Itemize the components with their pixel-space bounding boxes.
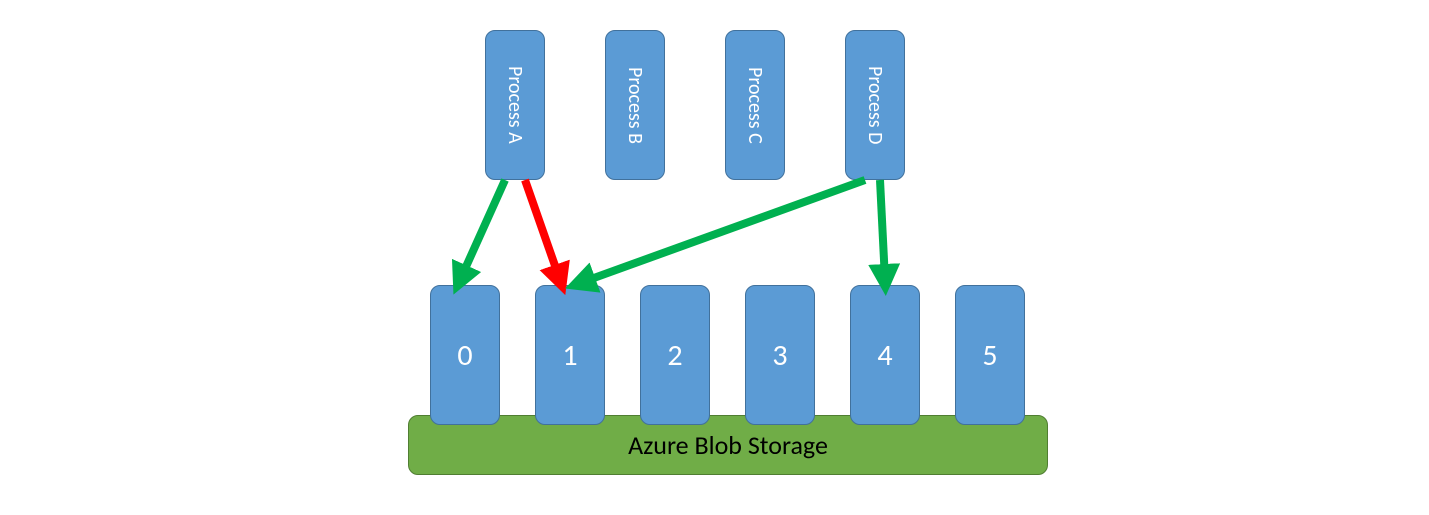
diagram-canvas: Azure Blob Storage 0 1 2 3 4 5 Process A… [0, 0, 1429, 515]
partition-0: 0 [430, 285, 500, 425]
arrow-proc-d-to-part-4 [880, 180, 885, 280]
partition-4: 4 [850, 285, 920, 425]
partition-1-label: 1 [562, 337, 577, 374]
partition-5: 5 [955, 285, 1025, 425]
process-a-label: Process A [503, 62, 527, 148]
process-d: Process D [845, 30, 905, 180]
partition-1: 1 [535, 285, 605, 425]
process-b-label: Process B [623, 63, 647, 148]
process-a: Process A [485, 30, 545, 180]
process-d-label: Process D [863, 62, 887, 148]
partition-2: 2 [640, 285, 710, 425]
partition-3-label: 3 [772, 337, 787, 374]
partition-2-label: 2 [667, 337, 682, 374]
partition-0-label: 0 [457, 337, 472, 374]
partition-5-label: 5 [982, 337, 997, 374]
arrow-proc-d-to-part-1 [580, 180, 865, 283]
storage-label: Azure Blob Storage [628, 429, 828, 461]
arrow-proc-a-to-part-1 [525, 180, 560, 280]
partition-4-label: 4 [877, 337, 892, 374]
process-b: Process B [605, 30, 665, 180]
process-c: Process C [725, 30, 785, 180]
arrow-proc-a-to-part-0 [460, 180, 505, 280]
partition-3: 3 [745, 285, 815, 425]
process-c-label: Process C [743, 63, 767, 148]
storage-container: Azure Blob Storage [408, 415, 1048, 475]
